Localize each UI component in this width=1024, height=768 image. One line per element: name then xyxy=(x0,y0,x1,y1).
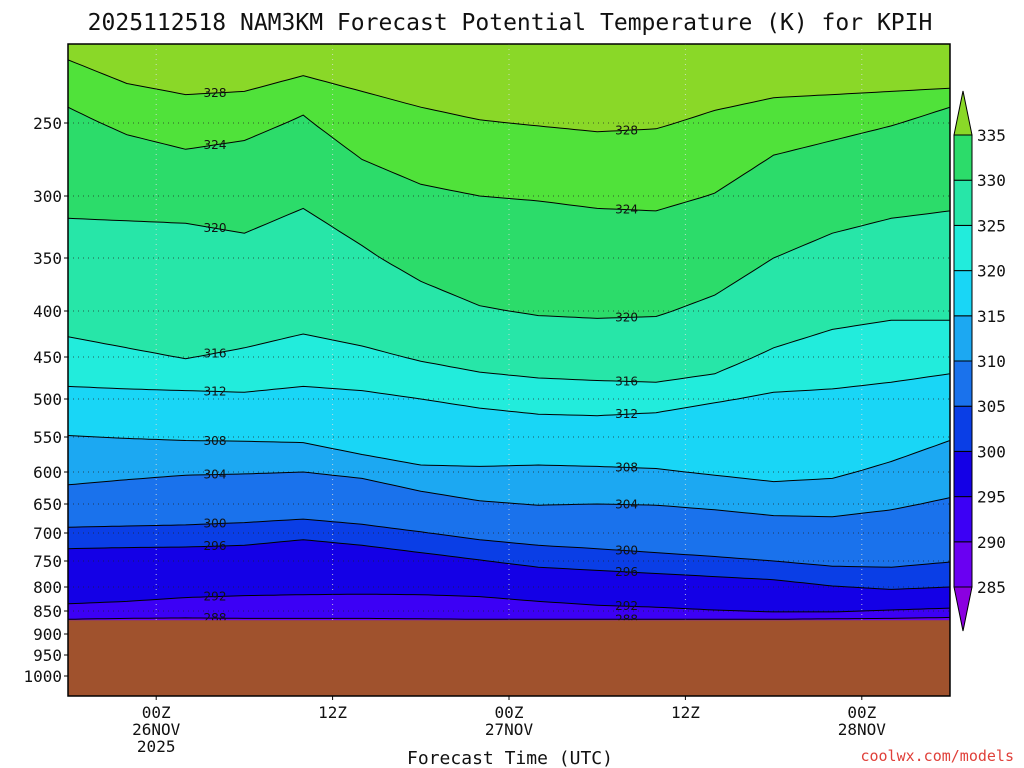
fill-band xyxy=(68,435,950,517)
y-tick-label: 800 xyxy=(33,578,62,597)
colorbar-extend-high xyxy=(953,90,973,136)
contour-layer: 288 2882922922962963003003043043083083123… xyxy=(68,59,950,626)
chart-title: 2025112518 NAM3KM Forecast Potential Tem… xyxy=(88,10,933,36)
terrain-block xyxy=(68,620,950,696)
contour-line-292 xyxy=(68,593,950,613)
contour-label-300: 300 xyxy=(615,544,638,558)
contour-line-304 xyxy=(68,471,950,518)
x-tick-date: 26NOV xyxy=(132,720,181,739)
x-tick-label: 00Z xyxy=(142,703,171,722)
y-tick-label: 500 xyxy=(33,390,62,409)
contour-label-292: 292 xyxy=(615,599,638,613)
contour-line-296 xyxy=(68,539,950,590)
fill-band xyxy=(68,320,950,416)
y-tick-label: 600 xyxy=(33,463,62,482)
contour-label-292: 292 xyxy=(204,590,227,604)
fill-band xyxy=(68,539,950,612)
y-tick-label: 250 xyxy=(33,114,62,133)
terrain-layer xyxy=(68,620,950,696)
y-tick-label: 700 xyxy=(33,524,62,543)
colorbar-label: 325 xyxy=(977,216,1006,235)
colorbar-label: 300 xyxy=(977,442,1006,461)
colorbar-label: 320 xyxy=(977,262,1006,281)
y-tick-label: 300 xyxy=(33,187,62,206)
contour-line-328 xyxy=(68,59,950,133)
contour-label-312: 312 xyxy=(204,384,227,398)
x-tick-label: 12Z xyxy=(318,703,347,722)
colorbar-segment xyxy=(953,360,973,407)
colorbar-segment xyxy=(953,315,973,362)
contour-label-304: 304 xyxy=(204,468,227,482)
x-tick-label: 00Z xyxy=(847,703,876,722)
colorbar-label: 285 xyxy=(977,578,1006,597)
y-tick-label: 350 xyxy=(33,249,62,268)
colorbar: 285 290 295 300 305 310 315 320 325 330 335 xyxy=(953,90,1006,632)
y-tick-label: 550 xyxy=(33,428,62,447)
contour-label-316: 316 xyxy=(204,346,227,360)
contour-label-320: 320 xyxy=(204,221,227,235)
fill-band xyxy=(68,44,950,132)
fill-band xyxy=(68,208,950,383)
y-tick-label: 750 xyxy=(33,552,62,571)
credit-link[interactable]: coolwx.com/models xyxy=(860,747,1014,765)
fill-band xyxy=(68,594,950,620)
y-tick-label: 650 xyxy=(33,495,62,514)
contour-line-316 xyxy=(68,319,950,383)
fill-band xyxy=(68,107,950,319)
contour-line-308 xyxy=(68,435,950,483)
colorbar-label: 335 xyxy=(977,126,1006,145)
y-tick-label: 850 xyxy=(33,602,62,621)
colorbar-label: 305 xyxy=(977,397,1006,416)
contour-line-300 xyxy=(68,518,950,568)
y-tick-label: 1000 xyxy=(23,667,62,686)
contour-line-320 xyxy=(68,207,950,319)
x-tick-label: 12Z xyxy=(671,703,700,722)
contour-label-304: 304 xyxy=(615,498,638,512)
contour-line-288 xyxy=(68,616,950,620)
colorbar-label: 295 xyxy=(977,488,1006,507)
y-axis: 250 300 350 400 450 500 550 600 650 700 750 800 850 9… xyxy=(23,114,68,686)
x-axis-title: Forecast Time (UTC) xyxy=(407,748,613,768)
contour-label-328: 328 xyxy=(204,86,227,100)
y-tick-label: 900 xyxy=(33,625,62,644)
colorbar-segment xyxy=(953,179,973,226)
contour-label-324: 324 xyxy=(615,203,638,217)
contour-line-312 xyxy=(68,373,950,417)
colorbar-segment xyxy=(953,541,973,588)
colorbar-segment xyxy=(953,134,973,181)
colorbar-segment xyxy=(953,270,973,317)
contour-label-312: 312 xyxy=(615,407,638,421)
colorbar-segment xyxy=(953,224,973,272)
contour-label-308: 308 xyxy=(204,434,227,448)
colorbar-segment xyxy=(953,496,973,543)
x-tick-date: 28NOV xyxy=(838,720,887,739)
x-tick-date: 27NOV xyxy=(485,720,534,739)
colorbar-label: 290 xyxy=(977,533,1006,552)
contour-label-316: 316 xyxy=(615,374,638,388)
colorbar-label: 330 xyxy=(977,171,1006,190)
contour-label-300: 300 xyxy=(204,517,227,531)
contour-label-296: 296 xyxy=(204,539,227,553)
x-tick-label: 00Z xyxy=(495,703,524,722)
fill-band xyxy=(68,59,950,211)
contour-label-324: 324 xyxy=(204,138,227,152)
colorbar-extend-low xyxy=(953,586,973,632)
colorbar-segment xyxy=(953,450,973,498)
contour-label-328: 328 xyxy=(615,123,638,137)
y-tick-label: 400 xyxy=(33,302,62,321)
colorbar-segment xyxy=(953,405,973,452)
contour-label-320: 320 xyxy=(615,310,638,324)
y-tick-label: 950 xyxy=(33,646,62,665)
contour-label-308: 308 xyxy=(615,460,638,474)
x-tick-year: 2025 xyxy=(137,737,176,756)
contour-label-296: 296 xyxy=(615,565,638,579)
colorbar-label: 315 xyxy=(977,307,1006,326)
contour-line-324 xyxy=(68,106,950,212)
colorbar-label: 310 xyxy=(977,352,1006,371)
y-tick-label: 450 xyxy=(33,348,62,367)
